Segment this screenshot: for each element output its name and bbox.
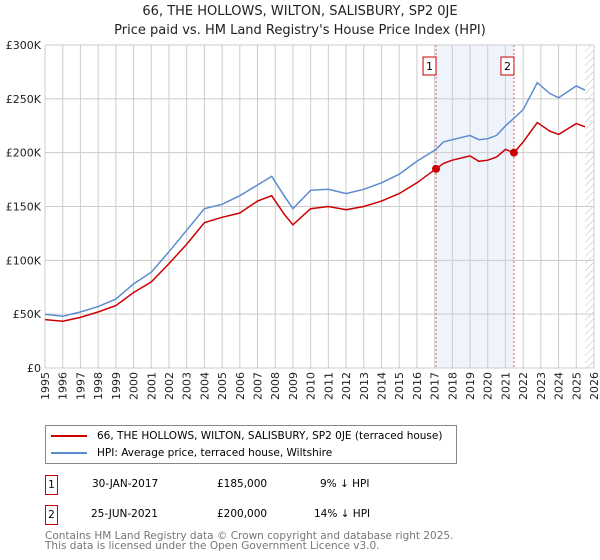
x-tick-label: 2009 [287, 372, 300, 400]
x-tick-label: 2022 [517, 372, 530, 400]
x-tick-label: 2002 [163, 372, 176, 400]
y-tick-label: £200K [6, 147, 42, 160]
sale-row: 1 30-JAN-2017 £185,000 9% ↓ HPI [45, 475, 445, 495]
annotation-box [422, 56, 437, 76]
x-tick-label: 2010 [305, 372, 318, 400]
y-tick-label: £100K [6, 254, 42, 267]
sale-marker: 2 [45, 505, 58, 525]
x-tick-label: 2020 [482, 372, 495, 400]
x-tick-label: 2016 [411, 372, 424, 400]
chart-title: 66, THE HOLLOWS, WILTON, SALISBURY, SP2 … [142, 4, 458, 19]
x-tick-label: 2013 [358, 372, 371, 400]
x-tick-label: 1999 [110, 372, 123, 400]
x-tick-label: 2024 [553, 372, 566, 400]
legend-item-hpi: HPI: Average price, terraced house, Wilt… [51, 447, 332, 459]
x-tick-label: 2008 [269, 372, 282, 400]
x-tick-label: 2025 [570, 372, 583, 400]
y-tick-label: £0 [27, 362, 41, 375]
sale-date: 25-JUN-2021 [91, 508, 158, 520]
chart-subtitle: Price paid vs. HM Land Registry's House … [114, 23, 486, 38]
annotation-box [500, 56, 515, 76]
x-tick-label: 1998 [92, 372, 105, 400]
red-line-swatch [51, 435, 87, 437]
x-tick-label: 2001 [145, 372, 158, 400]
x-tick-label: 2018 [446, 372, 459, 400]
x-tick-label: 2021 [499, 372, 512, 400]
hpi-line [44, 81, 586, 318]
blue-line-swatch [51, 452, 87, 454]
footer: Contains HM Land Registry data © Crown c… [45, 530, 454, 552]
chart: 1995 1996 1997 1998 1999 2000 2001 2002 2003 2004… [6, 39, 600, 400]
y-tick-label: £300K [6, 39, 42, 52]
x-tick-label: 2017 [429, 372, 442, 400]
footer-line: Contains HM Land Registry data © Crown c… [45, 530, 454, 542]
legend-item-property: 66, THE HOLLOWS, WILTON, SALISBURY, SP2 … [51, 430, 442, 442]
legend-label: HPI: Average price, terraced house, Wilt… [97, 447, 333, 459]
legend-label: 66, THE HOLLOWS, WILTON, SALISBURY, SP2 … [97, 430, 443, 442]
footer-line: This data is licensed under the Open Gov… [45, 540, 380, 552]
sale-marker: 1 [45, 475, 58, 495]
x-tick-label: 2003 [181, 372, 194, 400]
x-tick-label: 2005 [216, 372, 229, 400]
x-tick-label: 2011 [322, 372, 335, 400]
sale-row: 2 25-JUN-2021 £200,000 14% ↓ HPI [45, 505, 445, 525]
x-tick-label: 2015 [393, 372, 406, 400]
annotation-label: 1 [426, 60, 433, 73]
x-tick-label: 2000 [128, 372, 141, 400]
sale-date: 30-JAN-2017 [92, 478, 159, 490]
sale-point [432, 164, 441, 173]
x-tick-label: 1996 [57, 372, 70, 400]
x-tick-label: 2007 [252, 372, 265, 400]
x-tick-label: 2012 [340, 372, 353, 400]
annotation-label: 2 [504, 60, 511, 73]
y-tick-label: £50K [13, 308, 42, 321]
x-tick-label: 2014 [375, 372, 388, 400]
sale-hpi: 14% ↓ HPI [314, 508, 371, 520]
sale-hpi: 9% ↓ HPI [320, 478, 370, 490]
x-tick-label: 2006 [234, 372, 247, 400]
x-tick-label: 2023 [535, 372, 548, 400]
sale-price: £185,000 [217, 478, 268, 490]
sale-point [509, 148, 518, 157]
x-tick-label: 1995 [39, 372, 52, 400]
x-tick-label: 1997 [74, 372, 87, 400]
y-tick-label: £150K [6, 201, 42, 214]
x-tick-label: 2019 [464, 372, 477, 400]
legend: 66, THE HOLLOWS, WILTON, SALISBURY, SP2 … [45, 425, 457, 464]
x-tick-label: 2004 [198, 372, 211, 400]
x-tick-label: 2026 [588, 372, 600, 400]
sale-price: £200,000 [217, 508, 268, 520]
y-tick-label: £250K [6, 93, 42, 106]
